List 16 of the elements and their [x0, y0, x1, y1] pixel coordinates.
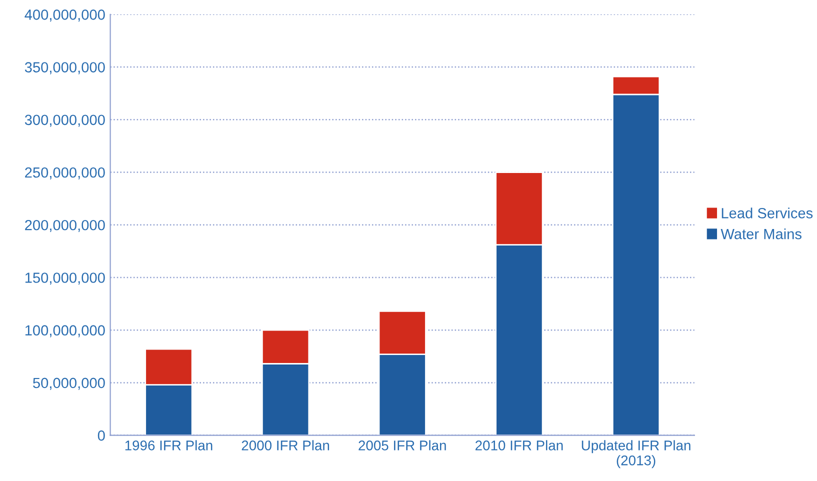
y-tick-label: 350,000,000: [24, 62, 105, 74]
x-tick-label: 1996 IFR Plan: [125, 440, 212, 450]
y-tick-label: 400,000,000: [24, 10, 105, 22]
x-tick-label: Updated IFR Plan (2013): [582, 440, 690, 468]
y-tick-label: 0: [98, 430, 105, 441]
y-tick-label: 200,000,000: [25, 220, 105, 232]
x-tick-label: 2010 IFR Plan: [476, 440, 563, 450]
y-tick-label: 300,000,000: [24, 114, 105, 127]
y-tick-label: 100,000,000: [25, 325, 105, 338]
y-tick-label: 150,000,000: [25, 272, 105, 285]
legend-label: Water Mains: [720, 228, 802, 240]
x-tick-label: 2000 IFR Plan: [242, 440, 330, 450]
legend-label: Lead Services: [722, 208, 813, 218]
y-tick-label: 50,000,000: [33, 378, 105, 390]
y-tick-label: 250,000,000: [25, 167, 105, 180]
x-tick-label: 2005 IFR Plan: [358, 440, 446, 450]
